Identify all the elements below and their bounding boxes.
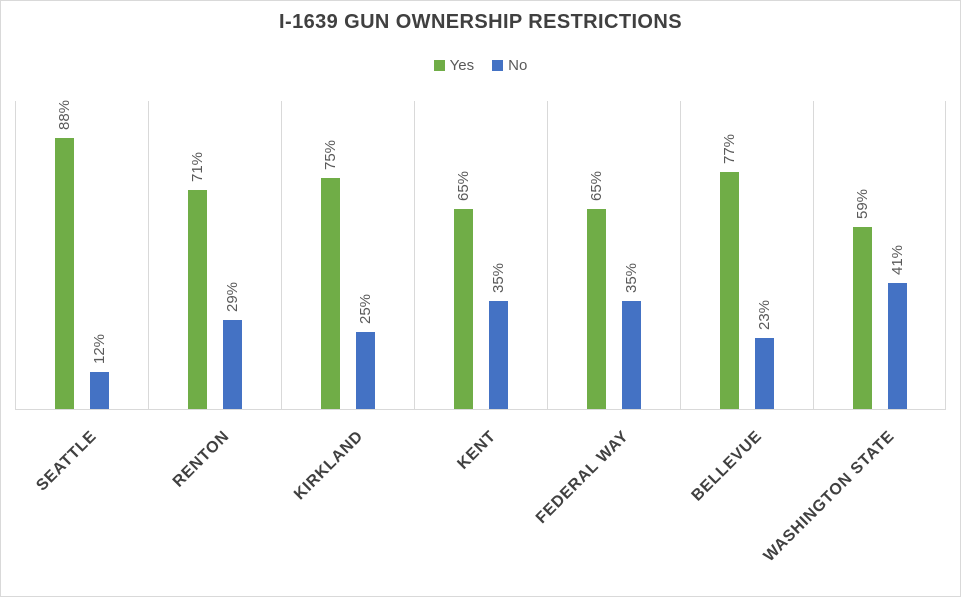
category-label-bellevue: BELLEVUE — [688, 427, 766, 505]
bar-yes-renton — [188, 190, 207, 409]
bar-no-bellevue — [755, 338, 774, 409]
legend-swatch-no-icon — [492, 60, 504, 71]
bar-no-kirkland — [356, 332, 375, 409]
gridline — [414, 101, 415, 409]
bar-yes-kirkland — [321, 178, 340, 409]
legend-swatch-yes-icon — [433, 60, 445, 71]
x-axis-line — [15, 409, 946, 410]
legend: Yes No — [1, 57, 960, 74]
gridline — [281, 101, 282, 409]
bar-yes-seattle — [55, 138, 74, 409]
value-label-no-federal-way: 35% — [623, 262, 640, 293]
value-label-no-bellevue: 23% — [756, 299, 773, 330]
value-label-yes-washington-state: 59% — [854, 188, 871, 219]
bar-no-federal-way — [622, 301, 641, 409]
gridline — [148, 101, 149, 409]
gridline — [945, 101, 946, 409]
category-label-washington-state: WASHINGTON STATE — [760, 427, 899, 566]
category-label-renton: RENTON — [170, 427, 234, 491]
value-label-no-washington-state: 41% — [889, 244, 906, 275]
gridline — [547, 101, 548, 409]
bar-yes-federal-way — [587, 209, 606, 409]
category-label-federal-way: FEDERAL WAY — [532, 427, 633, 528]
bar-yes-kent — [454, 209, 473, 409]
bar-no-seattle — [90, 372, 109, 409]
category-label-seattle: SEATTLE — [33, 427, 101, 495]
value-label-yes-bellevue: 77% — [721, 133, 738, 164]
bar-no-washington-state — [888, 283, 907, 409]
legend-label-yes: Yes — [449, 57, 475, 74]
category-label-kent: KENT — [454, 427, 500, 473]
value-label-no-seattle: 12% — [91, 333, 108, 364]
bar-yes-washington-state — [853, 227, 872, 409]
value-label-yes-kent: 65% — [455, 170, 472, 201]
value-label-yes-federal-way: 65% — [588, 170, 605, 201]
value-label-yes-renton: 71% — [189, 151, 206, 182]
bar-no-kent — [489, 301, 508, 409]
chart-title: I-1639 GUN OWNERSHIP RESTRICTIONS — [279, 11, 682, 33]
legend-item-no: No — [492, 57, 527, 74]
gridline — [813, 101, 814, 409]
value-label-no-kent: 35% — [490, 262, 507, 293]
value-label-no-kirkland: 25% — [357, 293, 374, 324]
legend-item-yes: Yes — [433, 57, 475, 74]
legend-label-no: No — [508, 57, 528, 74]
value-label-yes-seattle: 88% — [56, 99, 73, 130]
gridline — [680, 101, 681, 409]
category-label-kirkland: KIRKLAND — [290, 427, 367, 504]
value-label-no-renton: 29% — [224, 281, 241, 312]
bar-yes-bellevue — [720, 172, 739, 409]
gridline — [15, 101, 16, 409]
value-label-yes-kirkland: 75% — [322, 139, 339, 170]
bar-no-renton — [223, 320, 242, 409]
